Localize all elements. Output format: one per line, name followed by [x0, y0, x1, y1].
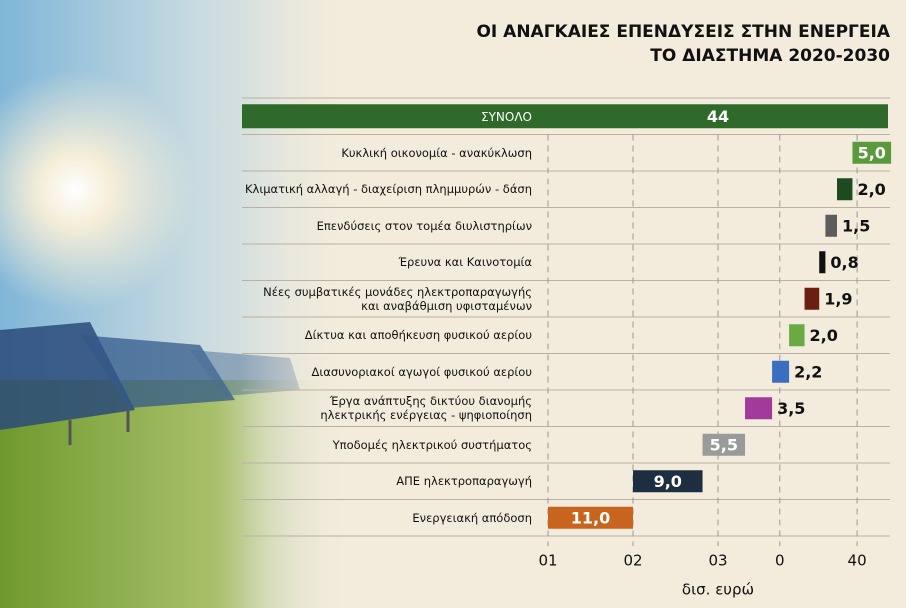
value-label: 2,0 [857, 180, 885, 199]
x-tick-label: 02 [623, 552, 642, 570]
value-label: 1,9 [824, 289, 852, 308]
value-label: 9,0 [654, 472, 682, 491]
background-photo [0, 0, 370, 608]
bar [702, 433, 746, 456]
x-tick-label: 01 [538, 552, 557, 570]
value-label: 1,5 [842, 216, 870, 235]
category-label: ΣΥΝΟΛΟ [481, 110, 532, 124]
bar [804, 287, 820, 310]
value-label: 5,0 [858, 143, 886, 162]
category-label: Κλιματική αλλαγή - διαχείριση πλημμυρών … [245, 182, 532, 197]
category-label: Έρευνα και Καινοτομία [398, 255, 532, 270]
value-label: 3,5 [777, 399, 805, 418]
x-tick-label: 0 [775, 552, 785, 570]
x-axis-title: δισ. ευρώ [682, 581, 754, 599]
value-label: 0,8 [830, 253, 858, 272]
bar [745, 397, 773, 420]
value-label: 11,0 [571, 508, 610, 527]
category-label: Επενδύσεις στον τομέα διυλιστηρίων [316, 218, 532, 233]
bar [633, 470, 703, 493]
value-label: 2,0 [810, 326, 838, 345]
chart-title: ΤΟ ΔΙΑΣΤΗΜΑ 2020-2030 [650, 46, 890, 66]
category-label: Έργα ανάπτυξης δικτύου διανομής ηλεκτρικ… [320, 394, 532, 423]
category-label: Νέες συμβατικές μονάδες ηλεκτροπαραγωγής… [263, 284, 532, 313]
value-label: 2,2 [794, 362, 822, 381]
bar [548, 104, 888, 129]
bar [548, 506, 633, 529]
bar [819, 251, 826, 274]
bar [825, 214, 837, 237]
category-label: ΑΠΕ ηλεκτροπαραγωγή [396, 474, 532, 489]
value-label: 5,5 [710, 435, 738, 454]
category-label: Ενεργειακή απόδοση [412, 510, 532, 525]
bar [837, 178, 853, 201]
bar [789, 324, 805, 347]
bar [772, 360, 790, 383]
bar [852, 141, 892, 164]
total-label-band [242, 104, 548, 129]
category-label: Κυκλική οικονομία - ανακύκλωση [341, 145, 532, 160]
category-label: Διασυνοριακοί αγωγοί φυσικού αερίου [311, 364, 533, 379]
category-label: Δίκτυα και αποθήκευση φυσικού αερίου [304, 328, 532, 343]
x-tick-label: 40 [848, 552, 867, 570]
x-tick-label: 03 [708, 552, 727, 570]
chart-title: ΟΙ ΑΝΑΓΚΑΙΕΣ ΕΠΕΝΔΥΣΕΙΣ ΣΤΗΝ ΕΝΕΡΓΕΙΑ [476, 22, 890, 42]
category-label: Υποδομές ηλεκτρικού συστήματος [332, 437, 532, 452]
value-label: 44 [707, 107, 729, 126]
